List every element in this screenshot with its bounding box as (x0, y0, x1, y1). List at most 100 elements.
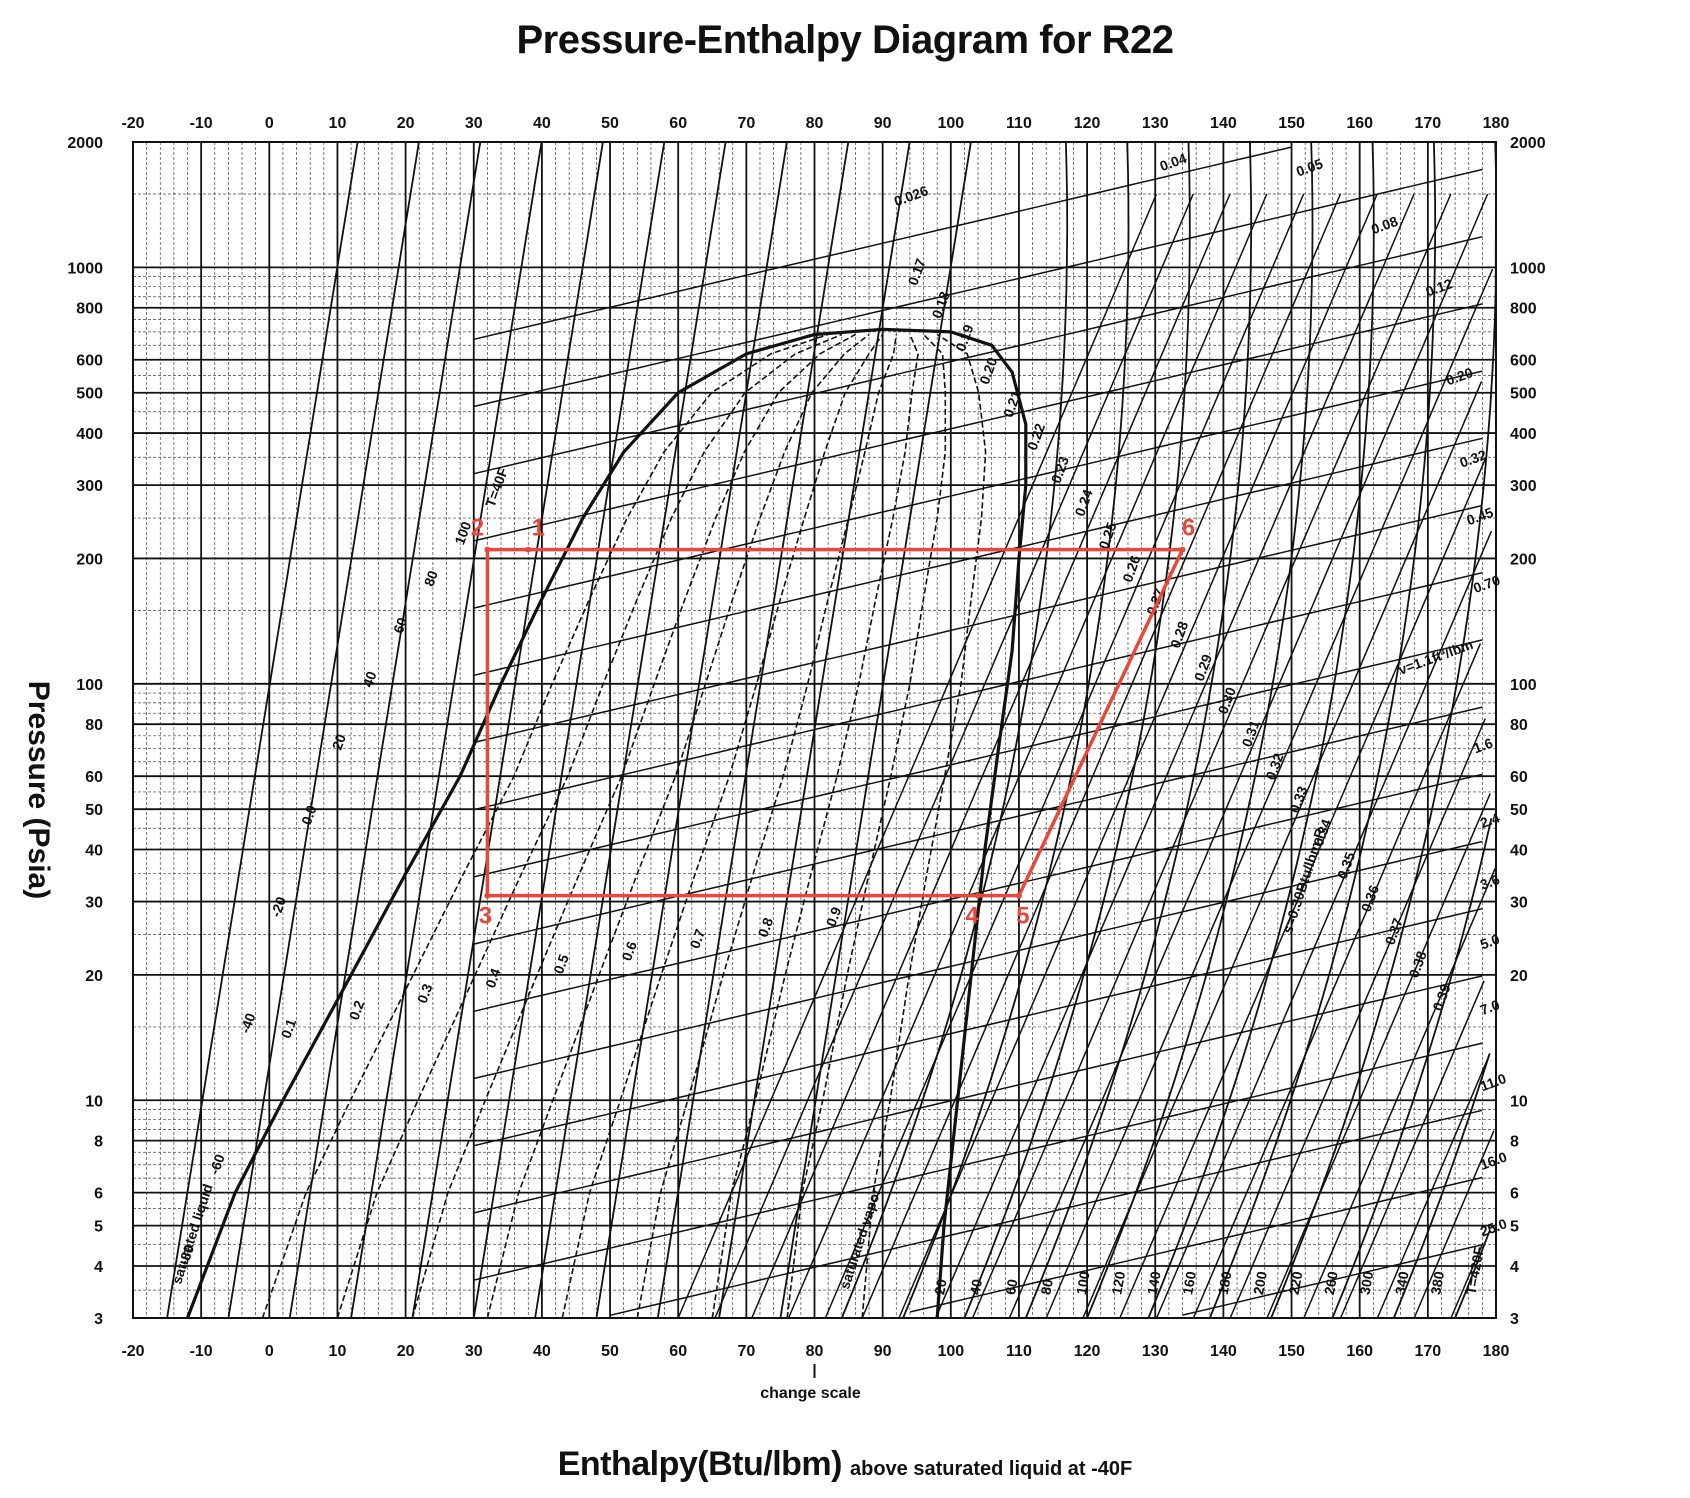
quality-label: 0.5 (550, 952, 572, 976)
isotherm-label: 80 (421, 568, 441, 588)
x-tick-label-bottom: 170 (1414, 1343, 1441, 1360)
isotherm-line (1454, 1229, 1491, 1319)
y-tick-label-left: 400 (76, 426, 103, 443)
quality-label: 0.6 (618, 939, 640, 963)
cycle-point-label: 6 (1182, 515, 1195, 542)
entropy-label: 0.39 (1429, 982, 1453, 1013)
cycle-point-label: 5 (1016, 903, 1029, 930)
y-tick-label-left: 600 (76, 353, 103, 370)
x-tick-label-top: 160 (1346, 115, 1373, 132)
entropy-line (1266, 793, 1491, 1319)
isotherm-label: 300 (1356, 1270, 1376, 1296)
specific-volume-line (609, 1109, 1483, 1317)
x-tick-label-bottom: 30 (465, 1343, 483, 1360)
isotherm-line (595, 141, 788, 1319)
entropy-line (1339, 980, 1485, 1319)
entropy-label: 0.18 (928, 289, 952, 320)
isotherm-line (1331, 818, 1493, 1319)
entropy-label: 0.24 (1071, 487, 1095, 518)
isotherm-line (1024, 141, 1253, 1319)
x-tick-label-top: 10 (329, 115, 347, 132)
change-scale-note: change scale (760, 1364, 861, 1402)
y-tick-label-right: 5 (1510, 1219, 1519, 1236)
x-tick-labels-bottom: -20 -10 0 10 20 30 40 50 60 70 80 90 100 110 120 130 140… (121, 1343, 1509, 1360)
y-tick-label-right: 1000 (1510, 260, 1546, 277)
property-curves (166, 141, 1497, 1319)
change-scale-label: change scale (760, 1385, 861, 1402)
entropy-line (1303, 868, 1496, 1319)
entropy-line (1119, 456, 1488, 1319)
y-tick-label-left: 8 (94, 1134, 103, 1151)
entropy-label: 0.17 (905, 256, 929, 287)
y-tick-label-right: 40 (1510, 843, 1528, 860)
isotherm-label: 80 (1037, 1278, 1055, 1296)
plot-frame (132, 141, 1497, 1319)
entropy-label: 0.22 (1024, 421, 1048, 452)
chart-title: Pressure-Enthalpy Diagram for R22 (516, 18, 1174, 62)
quality-line (786, 333, 947, 1319)
isotherm-label: 60 (1002, 1278, 1020, 1296)
quality-line (411, 333, 856, 1319)
entropy-line (898, 193, 1378, 1319)
x-tick-label-top: 60 (669, 115, 687, 132)
x-tick-label-top: -20 (121, 115, 144, 132)
x-tick-label-bottom: 40 (533, 1343, 551, 1360)
entropy-line (1413, 1130, 1495, 1319)
quality-line (636, 334, 898, 1319)
x-tick-label-top: 150 (1278, 115, 1305, 132)
entropy-label: 0.31 (1238, 718, 1262, 749)
isotherm-label: 40 (359, 669, 379, 689)
refrigeration-cycle: 3 2 1 6 5 4 (471, 515, 1195, 930)
cycle-point (1179, 546, 1186, 553)
y-tick-label-right: 3 (1510, 1311, 1519, 1328)
isotherm-label: T=420F (1463, 1245, 1487, 1296)
y-tick-label-left: 100 (76, 677, 103, 694)
x-tick-label-top: 100 (937, 115, 964, 132)
y-tick-label-left: 4 (94, 1259, 103, 1276)
y-tick-label-right: 10 (1510, 1093, 1528, 1110)
entropy-line (1155, 530, 1493, 1319)
isotherm-line (902, 141, 1130, 1319)
x-tick-label-bottom: 80 (806, 1343, 824, 1360)
x-tick-label-bottom: 180 (1483, 1343, 1510, 1360)
isotherm-line (1270, 141, 1497, 1319)
entropy-line (1229, 718, 1486, 1319)
y-tick-label-right: 80 (1510, 717, 1528, 734)
isotherm-label: 140 (1144, 1270, 1164, 1296)
x-tick-label-top: 120 (1074, 115, 1101, 132)
isotherm-label: 100 (1073, 1270, 1093, 1296)
isotherm-label: 260 (1321, 1270, 1341, 1296)
entropy-line (677, 193, 1158, 1319)
x-tick-label-top: 130 (1142, 115, 1169, 132)
x-axis-label-note: above saturated liquid at -40F (849, 1458, 1133, 1480)
x-tick-label-top: 80 (806, 115, 824, 132)
quality-line (336, 333, 843, 1319)
y-tick-label-left: 30 (85, 895, 103, 912)
specific-volume-line (1182, 1243, 1483, 1316)
specific-volume-line (473, 146, 1292, 341)
cycle-point (525, 546, 532, 553)
y-tick-label-left: 200 (76, 551, 103, 568)
y-tick-label-left: 20 (85, 968, 103, 985)
specific-volume-line (473, 571, 1483, 811)
saturated-vapor-curve (882, 327, 1028, 1319)
quality-line (711, 334, 919, 1319)
x-tick-label-top: 20 (397, 115, 415, 132)
x-tick-label-bottom: -20 (121, 1343, 144, 1360)
x-tick-label-bottom: 140 (1210, 1343, 1237, 1360)
cycle-point (484, 892, 491, 899)
volume-label: 1.6 (1471, 735, 1495, 757)
y-tick-label-right: 20 (1510, 968, 1528, 985)
specific-volume-line (473, 975, 1483, 1214)
entropy-label: 0.23 (1048, 454, 1072, 485)
y-tick-label-left: 2000 (67, 135, 103, 152)
isotherm-label: 180 (1215, 1270, 1235, 1296)
volume-label: 0.20 (1444, 364, 1475, 388)
x-tick-label-top: 40 (533, 115, 551, 132)
isotherm-line (288, 141, 482, 1319)
entropy-line (751, 193, 1231, 1319)
volume-label: 0.70 (1471, 572, 1502, 596)
y-tick-label-left: 80 (85, 717, 103, 734)
y-tick-label-left: 60 (85, 769, 103, 786)
isotherm-line (1147, 141, 1375, 1319)
